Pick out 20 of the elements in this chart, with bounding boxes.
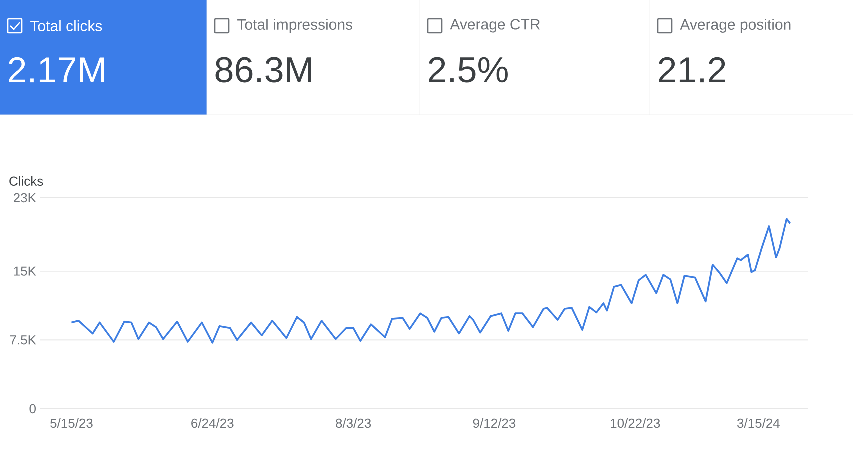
x-tick-label: 5/15/23 <box>50 418 93 428</box>
x-tick-label: 8/3/23 <box>336 418 372 428</box>
text: 86.3M <box>216 57 312 83</box>
text: 21.2 <box>659 57 726 83</box>
text: Average position <box>680 19 791 33</box>
x-tick-label: 3/15/24 <box>737 418 780 428</box>
x-tick-label: 10/22/23 <box>611 418 660 428</box>
y-tick-label: 0 <box>30 404 36 414</box>
x-tick-label: 6/24/23 <box>192 418 234 428</box>
x-tick-label: 9/12/23 <box>473 418 516 428</box>
text: Average CTR <box>450 19 540 33</box>
text: Total clicks <box>30 20 102 32</box>
y-axis-title: Clicks <box>10 176 44 186</box>
y-tick-label: 23K <box>14 193 36 203</box>
line-series <box>70 218 792 344</box>
y-tick-label: 15K <box>14 266 36 276</box>
text: 2.17M <box>9 57 104 83</box>
y-tick-label: 7.5K <box>10 336 36 345</box>
text: 2.5% <box>429 57 508 83</box>
text: Total impressions <box>238 19 352 33</box>
